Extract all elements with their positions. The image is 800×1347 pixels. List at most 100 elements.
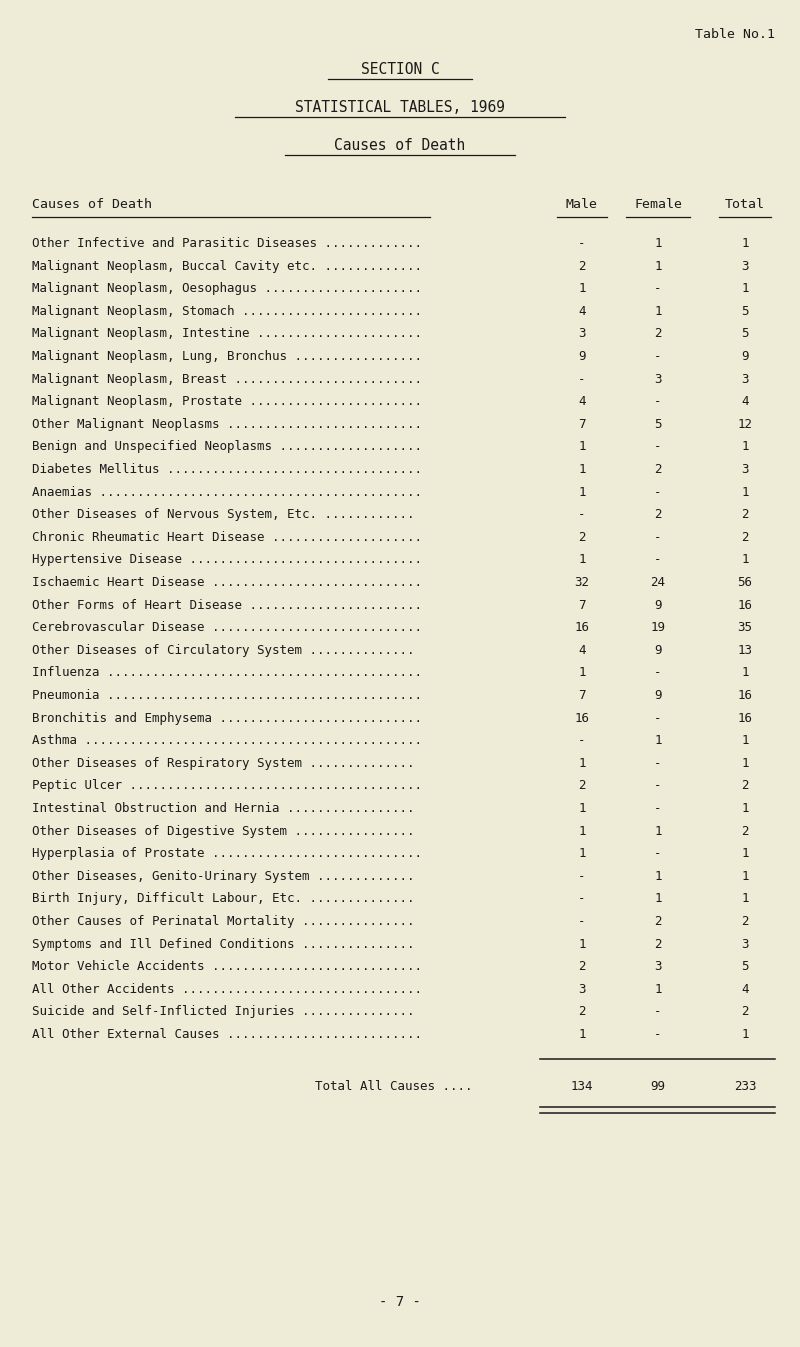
Text: -: - — [578, 893, 586, 905]
Text: 1: 1 — [742, 440, 749, 454]
Text: 1: 1 — [654, 734, 662, 748]
Text: 1: 1 — [578, 554, 586, 566]
Text: 3: 3 — [742, 373, 749, 385]
Text: Malignant Neoplasm, Breast .........................: Malignant Neoplasm, Breast .............… — [32, 373, 422, 385]
Text: -: - — [654, 350, 662, 362]
Text: 4: 4 — [742, 395, 749, 408]
Text: 2: 2 — [578, 780, 586, 792]
Text: 1: 1 — [578, 847, 586, 861]
Text: Malignant Neoplasm, Prostate .......................: Malignant Neoplasm, Prostate ...........… — [32, 395, 422, 408]
Text: -: - — [654, 667, 662, 679]
Text: 16: 16 — [574, 621, 590, 634]
Text: 2: 2 — [742, 531, 749, 544]
Text: 4: 4 — [742, 983, 749, 995]
Text: 5: 5 — [742, 304, 749, 318]
Text: Causes of Death: Causes of Death — [32, 198, 152, 211]
Text: Influenza ..........................................: Influenza ..............................… — [32, 667, 422, 679]
Text: 1: 1 — [654, 237, 662, 251]
Text: 1: 1 — [654, 304, 662, 318]
Text: Other Causes of Perinatal Mortality ...............: Other Causes of Perinatal Mortality ....… — [32, 915, 414, 928]
Text: 4: 4 — [578, 395, 586, 408]
Text: 1: 1 — [578, 1028, 586, 1041]
Text: 4: 4 — [578, 644, 586, 657]
Text: 2: 2 — [742, 780, 749, 792]
Text: 13: 13 — [738, 644, 753, 657]
Text: -: - — [654, 440, 662, 454]
Text: -: - — [654, 847, 662, 861]
Text: -: - — [578, 508, 586, 521]
Text: SECTION C: SECTION C — [361, 62, 439, 77]
Text: 3: 3 — [742, 938, 749, 951]
Text: 3: 3 — [654, 960, 662, 973]
Text: Other Forms of Heart Disease .......................: Other Forms of Heart Disease ...........… — [32, 598, 422, 612]
Text: -: - — [654, 1005, 662, 1018]
Text: 2: 2 — [654, 327, 662, 341]
Text: Other Diseases, Genito-Urinary System .............: Other Diseases, Genito-Urinary System ..… — [32, 870, 414, 882]
Text: 1: 1 — [742, 237, 749, 251]
Text: 12: 12 — [738, 418, 753, 431]
Text: 1: 1 — [578, 667, 586, 679]
Text: - 7 -: - 7 - — [379, 1294, 421, 1309]
Text: 1: 1 — [742, 1028, 749, 1041]
Text: -: - — [654, 486, 662, 498]
Text: Asthma .............................................: Asthma .................................… — [32, 734, 422, 748]
Text: Symptoms and Ill Defined Conditions ...............: Symptoms and Ill Defined Conditions ....… — [32, 938, 414, 951]
Text: -: - — [654, 531, 662, 544]
Text: 2: 2 — [742, 915, 749, 928]
Text: 7: 7 — [578, 690, 586, 702]
Text: Other Infective and Parasitic Diseases .............: Other Infective and Parasitic Diseases .… — [32, 237, 422, 251]
Text: Causes of Death: Causes of Death — [334, 137, 466, 154]
Text: Malignant Neoplasm, Lung, Bronchus .................: Malignant Neoplasm, Lung, Bronchus .....… — [32, 350, 422, 362]
Text: 2: 2 — [654, 915, 662, 928]
Text: 1: 1 — [578, 938, 586, 951]
Text: 1: 1 — [742, 734, 749, 748]
Text: 3: 3 — [578, 327, 586, 341]
Text: Malignant Neoplasm, Intestine ......................: Malignant Neoplasm, Intestine ..........… — [32, 327, 422, 341]
Text: 2: 2 — [578, 260, 586, 272]
Text: 1: 1 — [742, 847, 749, 861]
Text: 3: 3 — [654, 373, 662, 385]
Text: 1: 1 — [578, 283, 586, 295]
Text: -: - — [578, 237, 586, 251]
Text: 1: 1 — [654, 870, 662, 882]
Text: 9: 9 — [654, 644, 662, 657]
Text: Male: Male — [566, 198, 598, 211]
Text: Benign and Unspecified Neoplasms ...................: Benign and Unspecified Neoplasms .......… — [32, 440, 422, 454]
Text: 134: 134 — [570, 1079, 594, 1092]
Text: 1: 1 — [578, 757, 586, 769]
Text: Ischaemic Heart Disease ............................: Ischaemic Heart Disease ................… — [32, 577, 422, 589]
Text: 1: 1 — [742, 667, 749, 679]
Text: 9: 9 — [578, 350, 586, 362]
Text: 1: 1 — [742, 870, 749, 882]
Text: 19: 19 — [650, 621, 666, 634]
Text: -: - — [654, 395, 662, 408]
Text: -: - — [578, 734, 586, 748]
Text: 1: 1 — [578, 486, 586, 498]
Text: Cerebrovascular Disease ............................: Cerebrovascular Disease ................… — [32, 621, 422, 634]
Text: 16: 16 — [738, 690, 753, 702]
Text: 7: 7 — [578, 418, 586, 431]
Text: Diabetes Mellitus ..................................: Diabetes Mellitus ......................… — [32, 463, 422, 475]
Text: -: - — [654, 780, 662, 792]
Text: 1: 1 — [742, 283, 749, 295]
Text: 1: 1 — [742, 757, 749, 769]
Text: STATISTICAL TABLES, 1969: STATISTICAL TABLES, 1969 — [295, 100, 505, 114]
Text: 1: 1 — [654, 260, 662, 272]
Text: 16: 16 — [738, 598, 753, 612]
Text: Table No.1: Table No.1 — [695, 28, 775, 40]
Text: Malignant Neoplasm, Oesophagus .....................: Malignant Neoplasm, Oesophagus .........… — [32, 283, 422, 295]
Text: 35: 35 — [738, 621, 753, 634]
Text: Intestinal Obstruction and Hernia .................: Intestinal Obstruction and Hernia ......… — [32, 801, 414, 815]
Text: 2: 2 — [742, 1005, 749, 1018]
Text: 1: 1 — [742, 801, 749, 815]
Text: Other Diseases of Circulatory System ..............: Other Diseases of Circulatory System ...… — [32, 644, 414, 657]
Text: 2: 2 — [654, 938, 662, 951]
Text: 16: 16 — [738, 711, 753, 725]
Text: 3: 3 — [578, 983, 586, 995]
Text: Bronchitis and Emphysema ...........................: Bronchitis and Emphysema ...............… — [32, 711, 422, 725]
Text: 2: 2 — [742, 508, 749, 521]
Text: -: - — [654, 1028, 662, 1041]
Text: 1: 1 — [742, 486, 749, 498]
Text: Other Malignant Neoplasms ..........................: Other Malignant Neoplasms ..............… — [32, 418, 422, 431]
Text: 1: 1 — [654, 893, 662, 905]
